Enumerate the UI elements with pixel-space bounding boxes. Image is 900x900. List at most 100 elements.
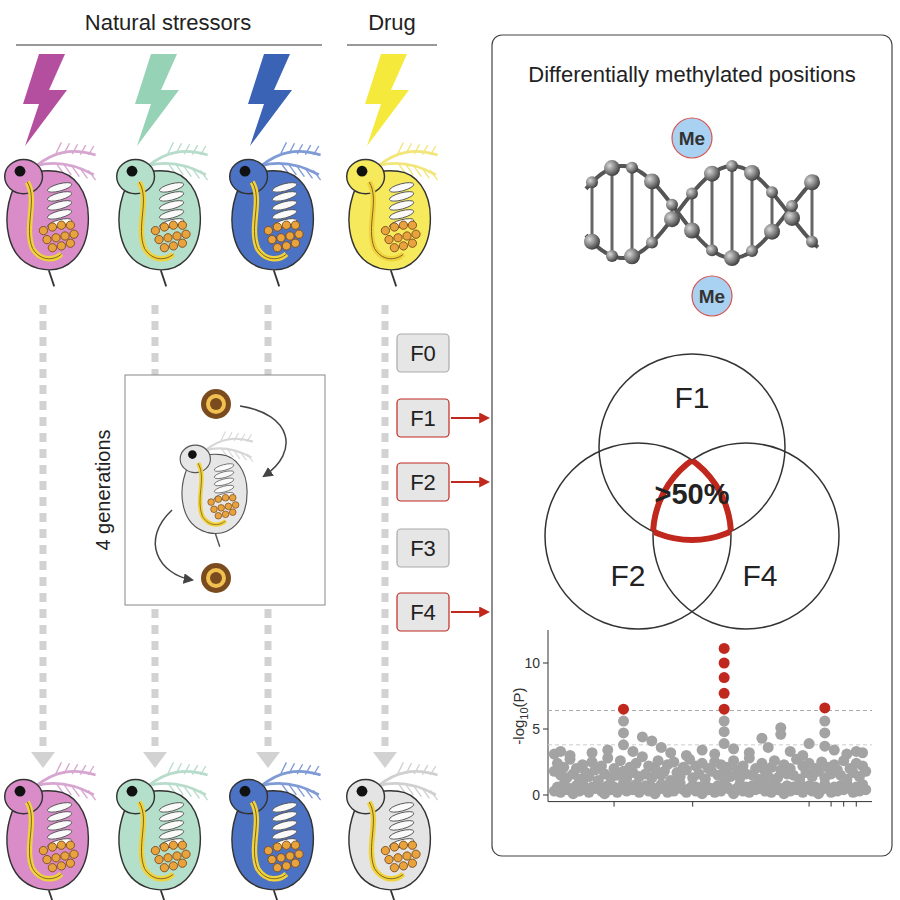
- dna-base: [626, 162, 638, 174]
- lineage-arrow-head: [256, 752, 280, 768]
- antenna-seta: [281, 762, 286, 773]
- antenna-seta: [72, 144, 77, 154]
- egg: [264, 846, 272, 854]
- egg: [282, 862, 290, 870]
- egg: [412, 230, 420, 238]
- egg: [264, 226, 272, 234]
- venn-overlap-edge: [653, 443, 839, 629]
- dna-base: [604, 160, 620, 176]
- egg: [155, 855, 163, 863]
- antenna-seta: [234, 433, 238, 441]
- sampling-arrow: [451, 417, 488, 419]
- egg: [48, 843, 56, 851]
- egg: [408, 859, 416, 867]
- generation-box: [397, 529, 449, 567]
- venn-overlap: [599, 354, 785, 540]
- antenna-seta: [297, 167, 304, 177]
- daphnia: [347, 762, 438, 900]
- egg: [61, 852, 69, 860]
- point: [829, 745, 840, 756]
- methyl-label: Me: [679, 128, 705, 149]
- egg: [48, 864, 56, 872]
- antenna-seta: [234, 451, 240, 459]
- cycle-label: 4 generations: [92, 429, 114, 550]
- egg: [160, 223, 168, 231]
- point: [719, 738, 730, 749]
- venn-overlap-edge: [599, 354, 785, 540]
- stressor-bolt: [248, 54, 292, 146]
- stressor-bolt: [135, 54, 179, 146]
- point: [819, 727, 830, 738]
- antenna-seta: [305, 765, 310, 774]
- methyl-mark: [672, 118, 712, 158]
- egg: [286, 852, 294, 860]
- dna-base: [664, 211, 680, 227]
- antenna-seta: [192, 169, 199, 179]
- point: [637, 731, 648, 742]
- significant-point: [618, 704, 629, 715]
- point: [804, 738, 815, 749]
- point: [665, 747, 676, 758]
- antenna-seta: [80, 765, 85, 774]
- gut: [27, 802, 61, 879]
- dna-base: [786, 200, 798, 212]
- egg: [390, 244, 398, 252]
- y-label-sub: 10: [518, 707, 530, 719]
- antenna-seta: [422, 789, 429, 799]
- dna-base: [784, 210, 800, 226]
- lineage-arrow: [40, 305, 47, 752]
- antenna-seta: [313, 146, 318, 155]
- egg: [403, 852, 411, 860]
- gut-outline: [369, 182, 403, 259]
- head: [230, 160, 268, 194]
- antenna-seta: [221, 432, 225, 441]
- egg: [403, 232, 411, 240]
- antenna-seta: [313, 790, 320, 800]
- antenna-seta: [406, 763, 411, 773]
- egg: [182, 850, 190, 858]
- methyl-label: Me: [699, 286, 725, 307]
- egg: [291, 841, 299, 849]
- egg: [48, 223, 56, 231]
- venn-overlap-edge: [545, 443, 731, 629]
- head: [117, 160, 155, 194]
- egg: [381, 846, 389, 854]
- daphnia: [180, 432, 253, 547]
- antenna-seta: [88, 170, 95, 180]
- significant-point: [719, 704, 730, 715]
- dna-base: [644, 173, 660, 189]
- antenna-seta: [192, 765, 197, 774]
- antenna-seta: [430, 790, 437, 800]
- egg: [43, 855, 51, 863]
- egg: [408, 221, 416, 229]
- egg: [178, 841, 186, 849]
- dna-base: [746, 245, 758, 257]
- antenna-seta: [430, 170, 437, 180]
- y-tick: [543, 663, 548, 664]
- venn-overlap: [545, 443, 731, 629]
- resting-egg: [210, 572, 222, 584]
- dna-rung: [611, 168, 614, 256]
- generation-label: F4: [410, 600, 436, 625]
- point: [602, 745, 613, 756]
- egg: [52, 234, 60, 242]
- x-tick: [831, 802, 832, 807]
- dna-rung: [811, 182, 814, 241]
- point: [819, 741, 830, 752]
- x-axis: [548, 801, 872, 802]
- dna-base: [706, 244, 718, 256]
- egg: [222, 494, 229, 501]
- head: [180, 445, 210, 472]
- venn-overlap: [545, 443, 731, 629]
- generation-box: [397, 334, 449, 372]
- gut-outline: [27, 802, 61, 879]
- header-rule: [347, 45, 437, 46]
- egg: [48, 244, 56, 252]
- antenna-seta: [200, 146, 205, 155]
- tail-spine: [391, 270, 396, 286]
- dna-rung: [731, 166, 734, 258]
- egg: [57, 841, 65, 849]
- dna-base: [804, 174, 820, 190]
- egg: [399, 862, 407, 870]
- point: [775, 722, 786, 733]
